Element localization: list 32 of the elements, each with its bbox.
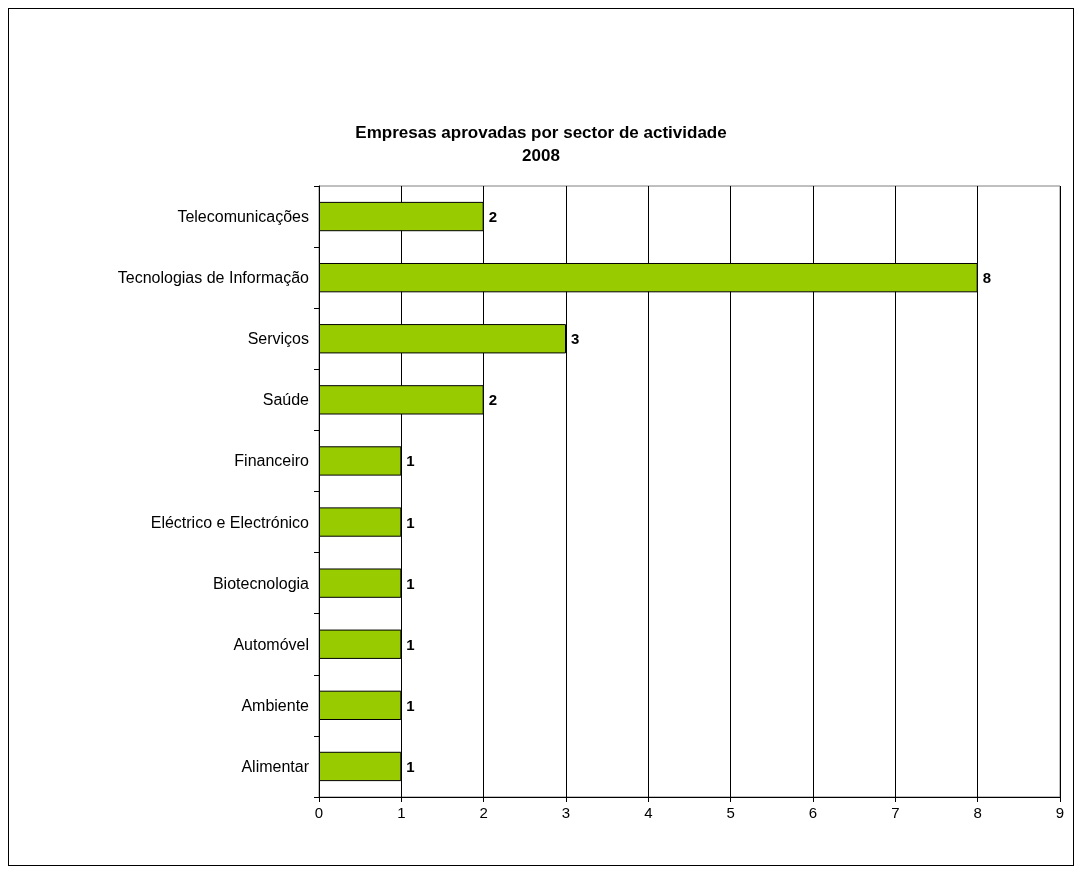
y-tick-label: Saúde [262,391,310,409]
y-tick-label: Ambiente [241,696,310,714]
x-tick-label: 5 [726,804,735,821]
data-label: 1 [406,757,415,775]
y-tick-label: Serviços [247,330,309,348]
x-tick-label: 7 [891,804,900,821]
x-tick-label: 3 [561,804,571,821]
data-label: 1 [406,574,415,592]
x-tick-label: 8 [973,804,982,821]
data-label: 1 [406,513,415,531]
y-tick-label: Alimentar [241,757,310,775]
y-tick-label: Biotecnologia [212,574,310,592]
x-tick-label: 6 [808,804,818,821]
chart-title: Empresas aprovadas por sector de actividade [355,123,727,142]
data-label: 1 [406,696,415,714]
x-tick-label: 4 [644,804,653,821]
data-label: 2 [488,208,498,226]
data-label: 1 [406,452,415,470]
y-tick-label: Telecomunicações [177,208,309,226]
data-label: 1 [406,635,415,653]
y-tick-label: Tecnologias de Informação [117,269,310,287]
x-tick-label: 0 [314,804,324,821]
y-tick-label: Automóvel [233,635,309,653]
data-label: 3 [571,330,580,348]
y-tick-label: Eléctrico e Electrónico [150,513,310,531]
chart-subtitle: 2008 [522,146,560,165]
x-tick-label: 2 [479,804,488,821]
x-tick-label: 1 [397,804,406,821]
data-label: 2 [488,391,498,409]
data-label: 8 [982,269,992,287]
y-tick-label: Financeiro [234,452,310,470]
x-tick-label: 9 [1055,804,1065,821]
